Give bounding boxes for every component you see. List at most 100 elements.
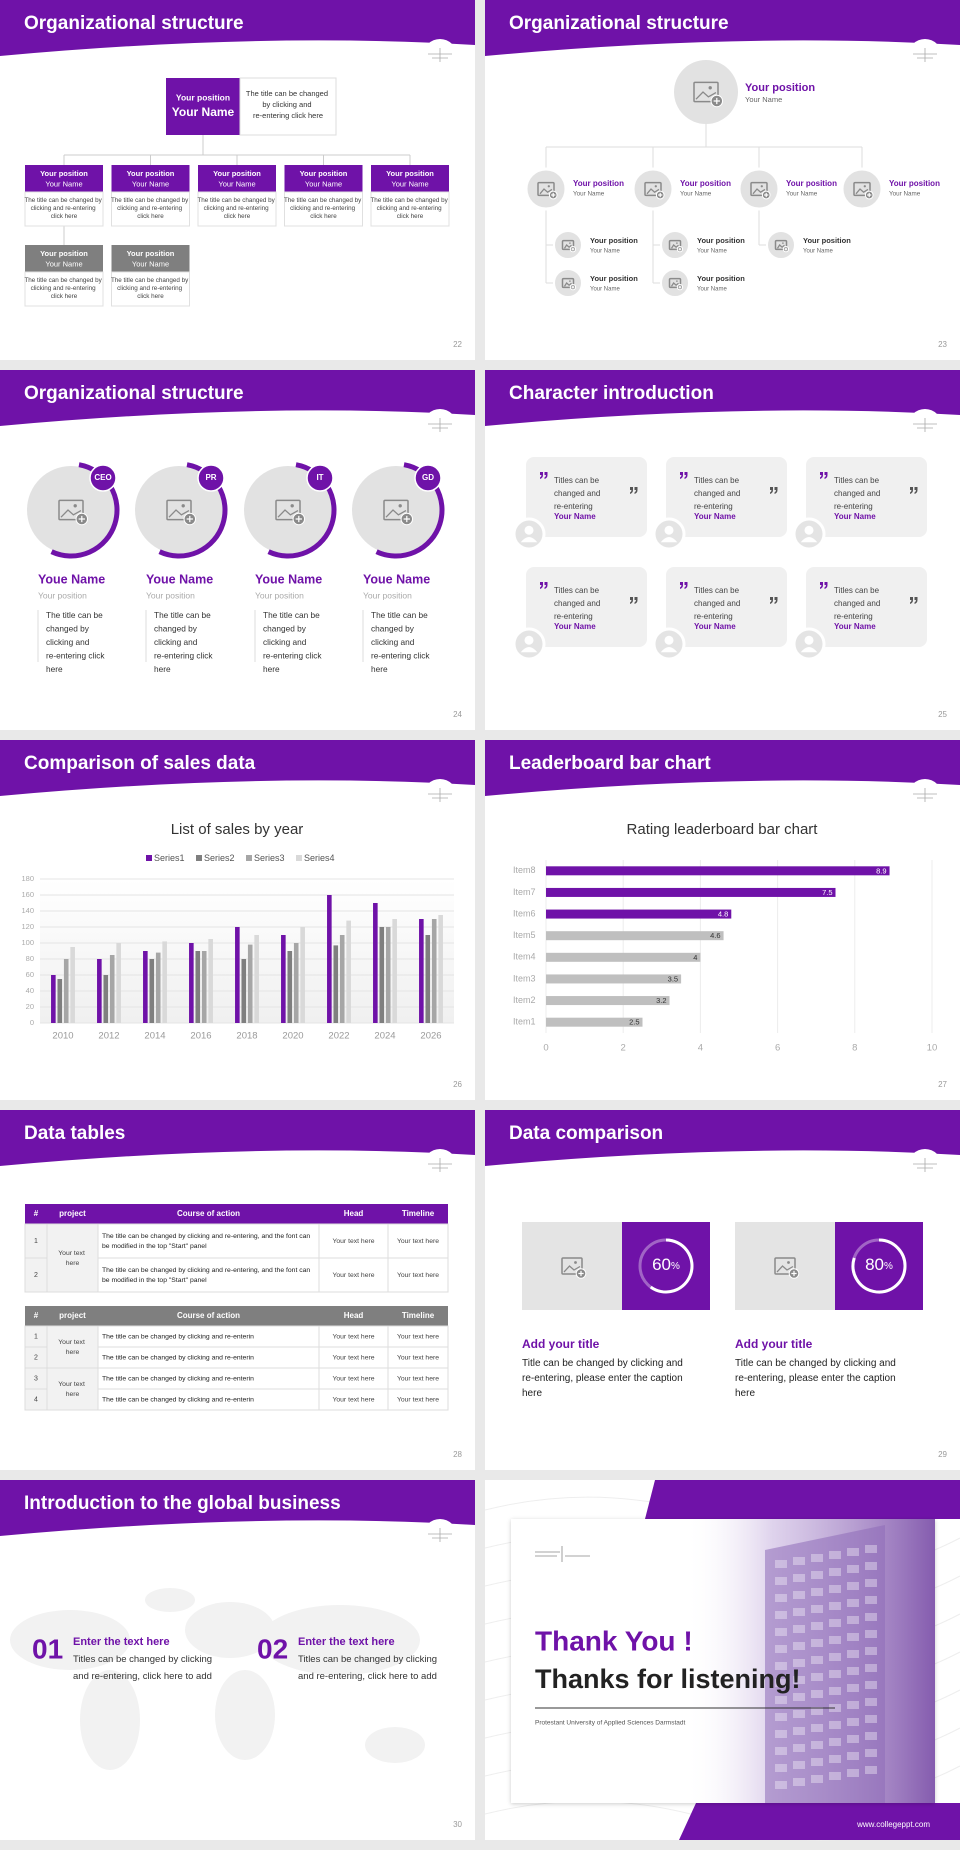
cell-divider (318, 1224, 389, 1258)
y-tick-label: Item2 (513, 995, 536, 1005)
member-header (111, 165, 190, 192)
avatar-body (660, 537, 678, 543)
y-tick-label: 20 (26, 1002, 34, 1011)
child-position: Your position (697, 236, 745, 245)
map-shape (215, 1670, 275, 1760)
card-quote: Titles can be changed and re-entering (834, 586, 883, 621)
quote-mark (820, 472, 828, 479)
table-header (25, 1306, 448, 1326)
card-name: Your Name (554, 512, 596, 521)
card (526, 457, 647, 537)
legend-swatch (146, 855, 152, 861)
quote-mark (540, 472, 548, 479)
value-label: 3.5 (668, 974, 678, 983)
avatar-head (664, 525, 674, 535)
x-tick-label: 2020 (282, 1031, 303, 1042)
building-window (847, 1752, 859, 1760)
building-window (775, 1696, 787, 1704)
person-position: Your position (255, 590, 304, 600)
image-icon-mountain (752, 188, 766, 195)
building-window (793, 1608, 805, 1616)
quote-mark (770, 487, 778, 494)
person-note: The title can be changed by clicking and… (371, 610, 432, 674)
thanks-subtitle: Thanks for listening! (535, 1664, 801, 1694)
branch-position: Your position (680, 179, 731, 188)
building-window (865, 1698, 877, 1706)
building-window (793, 1676, 805, 1684)
building-window (865, 1715, 877, 1723)
top-name: Your Name (745, 95, 782, 104)
cell-divider (318, 1389, 389, 1410)
header-band (0, 370, 475, 426)
image-icon-mountain (855, 188, 869, 195)
bar (235, 927, 240, 1023)
y-tick-label: 140 (21, 906, 34, 915)
image-icon-mountain (646, 188, 660, 195)
page-number: 27 (938, 1080, 947, 1089)
row-number: 1 (34, 1333, 38, 1340)
header-band (485, 370, 960, 426)
child-position: Your position (590, 274, 638, 283)
page-number: 23 (938, 340, 947, 349)
value-label: 4.8 (718, 910, 728, 919)
logo-mark (913, 1158, 937, 1172)
image-icon-sun (654, 185, 657, 188)
item-text: Titles can be changed by clicking and re… (73, 1654, 215, 1682)
building-window (793, 1574, 805, 1582)
bar (419, 919, 424, 1023)
building-window (793, 1744, 805, 1752)
image-icon-mountain (385, 509, 407, 518)
building-window (811, 1707, 823, 1715)
building-window (865, 1613, 877, 1621)
image-icon-sun (782, 242, 784, 244)
image-icon-sun (676, 242, 678, 244)
building-window (829, 1551, 841, 1559)
header-band (485, 0, 960, 56)
item-heading: Enter the text here (298, 1636, 395, 1648)
page-number: 30 (453, 1820, 462, 1829)
image-icon (561, 239, 575, 251)
person-note: The title can be changed by clicking and… (263, 610, 324, 674)
image-icon (668, 239, 682, 251)
image-icon (275, 499, 301, 521)
badge-text: CEO (94, 473, 111, 482)
building-window (775, 1594, 787, 1602)
member-name: Your Name (391, 179, 428, 188)
building-window (793, 1625, 805, 1633)
bar (143, 951, 148, 1023)
person-name: Youe Name (363, 572, 430, 586)
x-tick-label: 2016 (190, 1031, 211, 1042)
header-band (0, 1110, 475, 1166)
row-head: Your text here (332, 1375, 374, 1382)
member-name: Your Name (218, 179, 255, 188)
map-shape (260, 1605, 420, 1675)
cell-divider (318, 1326, 389, 1347)
building-window (865, 1562, 877, 1570)
bar (346, 920, 351, 1023)
bar (63, 959, 69, 1023)
building-window (811, 1724, 823, 1732)
image-icon-mountain (277, 509, 299, 518)
image-icon (383, 499, 409, 521)
card-quote: Titles can be changed and re-entering (554, 476, 603, 511)
cell-divider (318, 1258, 389, 1292)
y-tick-label: 120 (21, 922, 34, 931)
quote-mark (910, 487, 918, 494)
building-window (847, 1650, 859, 1658)
image-icon-plus-sign (658, 192, 663, 198)
ring-arc (851, 1238, 907, 1294)
building-window (811, 1571, 823, 1579)
branch-name: Your Name (573, 191, 605, 198)
card-name: Your Name (554, 622, 596, 631)
header-band (485, 740, 960, 796)
building-window (829, 1636, 841, 1644)
building-window (775, 1730, 787, 1738)
image-icon-sun (73, 504, 77, 508)
bar (438, 915, 443, 1023)
bar (281, 935, 286, 1023)
avatar-body (800, 647, 818, 653)
connector (63, 135, 411, 245)
x-tick-label: 2022 (328, 1031, 349, 1042)
row-cell (97, 1223, 449, 1259)
image-panel (522, 1222, 622, 1310)
